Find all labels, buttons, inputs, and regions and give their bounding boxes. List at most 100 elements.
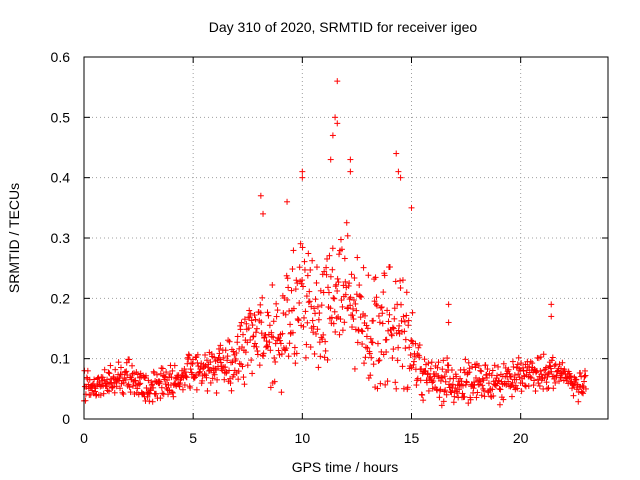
data-point bbox=[416, 354, 423, 361]
data-point bbox=[409, 309, 416, 316]
data-point bbox=[441, 373, 448, 380]
data-point bbox=[336, 251, 343, 258]
data-point bbox=[484, 366, 491, 373]
data-point bbox=[470, 385, 477, 392]
data-point bbox=[372, 274, 379, 281]
data-point bbox=[450, 399, 457, 406]
data-point bbox=[472, 364, 479, 371]
data-point bbox=[349, 324, 356, 331]
data-point bbox=[384, 378, 391, 385]
data-point bbox=[201, 371, 208, 378]
data-point bbox=[428, 359, 435, 366]
data-point bbox=[107, 362, 114, 369]
data-point bbox=[373, 301, 380, 308]
data-point bbox=[192, 372, 199, 379]
data-point bbox=[377, 304, 384, 311]
data-point bbox=[166, 370, 173, 377]
data-point bbox=[315, 364, 322, 371]
data-point bbox=[250, 333, 257, 340]
data-point bbox=[461, 393, 468, 400]
data-point bbox=[349, 312, 356, 319]
data-point bbox=[383, 336, 390, 343]
data-point bbox=[538, 371, 545, 378]
data-point bbox=[374, 340, 381, 347]
data-point bbox=[105, 388, 112, 395]
data-point bbox=[521, 382, 528, 389]
data-point bbox=[181, 365, 188, 372]
data-point bbox=[257, 309, 264, 316]
data-point bbox=[448, 367, 455, 374]
data-point bbox=[187, 366, 194, 373]
data-point bbox=[331, 295, 338, 302]
data-point bbox=[347, 168, 354, 175]
data-point bbox=[311, 305, 318, 312]
data-point bbox=[257, 301, 264, 308]
data-point bbox=[329, 245, 336, 252]
data-point bbox=[321, 354, 328, 361]
data-point bbox=[424, 370, 431, 377]
data-point bbox=[559, 359, 566, 366]
data-point bbox=[248, 317, 255, 324]
data-point bbox=[252, 316, 259, 323]
data-point bbox=[365, 272, 372, 279]
data-point bbox=[478, 392, 485, 399]
data-point bbox=[407, 352, 414, 359]
data-point bbox=[344, 232, 351, 239]
data-point bbox=[363, 322, 370, 329]
data-point bbox=[472, 374, 479, 381]
data-point bbox=[570, 392, 577, 399]
data-point bbox=[362, 344, 369, 351]
data-point bbox=[354, 339, 361, 346]
data-point bbox=[311, 350, 318, 357]
y-tick-label: 0 bbox=[62, 411, 70, 427]
data-point bbox=[361, 312, 368, 319]
data-point bbox=[568, 378, 575, 385]
data-point bbox=[348, 271, 355, 278]
data-point bbox=[495, 363, 502, 370]
data-point bbox=[360, 264, 367, 271]
data-point bbox=[306, 298, 313, 305]
data-point bbox=[525, 383, 532, 390]
data-point bbox=[314, 326, 321, 333]
data-point bbox=[400, 313, 407, 320]
data-point bbox=[129, 362, 136, 369]
data-point bbox=[334, 78, 341, 85]
data-point bbox=[425, 387, 432, 394]
data-point bbox=[235, 376, 242, 383]
data-point bbox=[512, 382, 519, 389]
data-points bbox=[81, 78, 589, 409]
data-point bbox=[209, 375, 216, 382]
data-point bbox=[207, 379, 214, 386]
data-point bbox=[283, 345, 290, 352]
data-point bbox=[475, 362, 482, 369]
data-point bbox=[290, 305, 297, 312]
data-point bbox=[276, 334, 283, 341]
data-point bbox=[277, 340, 284, 347]
data-point bbox=[395, 344, 402, 351]
data-point bbox=[323, 271, 330, 278]
data-point bbox=[362, 354, 369, 361]
data-point bbox=[228, 387, 235, 394]
data-point bbox=[136, 374, 143, 381]
chart-title: Day 310 of 2020, SRMTID for receiver ige… bbox=[209, 19, 478, 35]
data-point bbox=[398, 301, 405, 308]
data-point bbox=[485, 380, 492, 387]
data-point bbox=[312, 296, 319, 303]
data-point bbox=[92, 385, 99, 392]
data-point bbox=[579, 389, 586, 396]
data-point bbox=[377, 380, 384, 387]
data-point bbox=[344, 305, 351, 312]
data-point bbox=[156, 378, 163, 385]
data-point bbox=[459, 382, 466, 389]
data-point bbox=[256, 362, 263, 369]
data-point bbox=[296, 264, 303, 271]
data-point bbox=[548, 313, 555, 320]
data-point bbox=[548, 368, 555, 375]
data-point bbox=[329, 132, 336, 139]
data-point bbox=[573, 376, 580, 383]
data-point bbox=[556, 361, 563, 368]
data-point bbox=[168, 388, 175, 395]
data-point bbox=[367, 372, 374, 379]
data-point bbox=[515, 354, 522, 361]
data-point bbox=[385, 318, 392, 325]
